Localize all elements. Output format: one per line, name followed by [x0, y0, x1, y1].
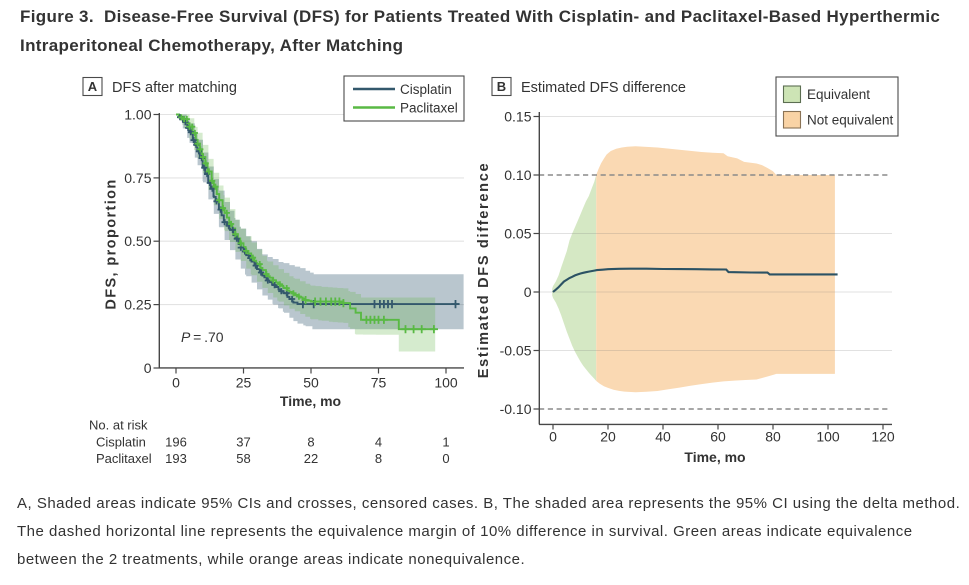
svg-text:Paclitaxel: Paclitaxel — [96, 451, 152, 466]
svg-text:Cisplatin: Cisplatin — [96, 435, 146, 450]
svg-text:8: 8 — [307, 435, 314, 450]
svg-text:100: 100 — [434, 375, 458, 391]
svg-text:196: 196 — [165, 435, 187, 450]
svg-text:A: A — [88, 79, 98, 94]
svg-text:8: 8 — [375, 451, 382, 466]
svg-text:Equivalent: Equivalent — [807, 87, 870, 102]
svg-text:50: 50 — [303, 375, 319, 391]
svg-text:Time, mo: Time, mo — [280, 393, 341, 409]
svg-text:No. at risk: No. at risk — [89, 418, 148, 433]
svg-text:58: 58 — [236, 451, 250, 466]
svg-text:DFS, proportion: DFS, proportion — [104, 178, 120, 309]
svg-text:75: 75 — [371, 375, 387, 391]
svg-text:B: B — [497, 79, 506, 94]
svg-text:193: 193 — [165, 451, 187, 466]
svg-text:0: 0 — [144, 360, 152, 376]
svg-text:120: 120 — [871, 429, 895, 445]
svg-text:0: 0 — [172, 375, 180, 391]
svg-text:P = .70: P = .70 — [181, 329, 224, 345]
svg-text:0: 0 — [442, 451, 449, 466]
svg-text:22: 22 — [304, 451, 318, 466]
svg-text:Not equivalent: Not equivalent — [807, 113, 894, 128]
svg-text:0.50: 0.50 — [124, 233, 151, 249]
svg-text:1.00: 1.00 — [124, 107, 151, 123]
svg-text:60: 60 — [710, 429, 726, 445]
svg-text:25: 25 — [236, 375, 252, 391]
svg-text:37: 37 — [236, 435, 250, 450]
svg-text:Time, mo: Time, mo — [684, 449, 745, 465]
svg-text:4: 4 — [375, 435, 382, 450]
svg-text:0.10: 0.10 — [504, 167, 531, 183]
svg-text:Paclitaxel: Paclitaxel — [400, 101, 458, 116]
svg-text:-0.05: -0.05 — [500, 343, 532, 359]
svg-text:DFS after matching: DFS after matching — [112, 80, 237, 96]
svg-text:80: 80 — [765, 429, 781, 445]
svg-text:0.75: 0.75 — [124, 170, 151, 186]
svg-text:0: 0 — [524, 284, 532, 300]
svg-text:0.25: 0.25 — [124, 297, 151, 313]
svg-text:100: 100 — [816, 429, 840, 445]
svg-text:20: 20 — [600, 429, 616, 445]
svg-text:-0.10: -0.10 — [500, 401, 532, 417]
svg-text:Estimated DFS difference: Estimated DFS difference — [476, 162, 492, 378]
svg-text:Cisplatin: Cisplatin — [400, 82, 452, 97]
svg-text:1: 1 — [442, 435, 449, 450]
svg-text:Estimated DFS difference: Estimated DFS difference — [521, 80, 686, 96]
svg-text:0.05: 0.05 — [504, 226, 531, 242]
svg-text:40: 40 — [655, 429, 671, 445]
svg-text:0.15: 0.15 — [504, 109, 531, 125]
svg-text:0: 0 — [549, 429, 557, 445]
